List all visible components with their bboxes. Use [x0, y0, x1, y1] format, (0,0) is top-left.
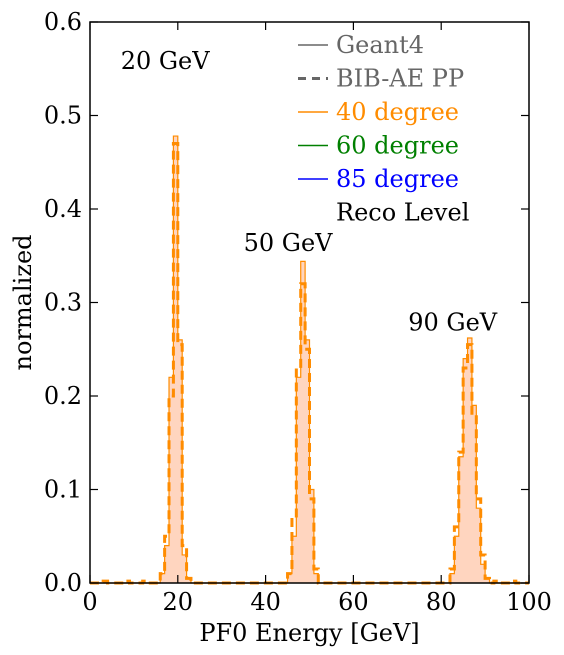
x-axis-title: PF0 Energy [GeV]	[199, 619, 419, 647]
series-line-0	[90, 135, 529, 584]
series-line-1	[90, 142, 529, 585]
x-tick-label: 100	[506, 588, 552, 616]
x-tick-label: 0	[82, 588, 97, 616]
legend: Geant4 BIB-AE PP 40 degree 60 degree 85 degr…	[298, 31, 469, 227]
x-tick-label: 20	[163, 588, 194, 616]
y-tick-label: 0.5	[44, 102, 82, 130]
legend-label: 60 degree	[336, 132, 459, 160]
legend-label: 40 degree	[336, 98, 459, 126]
x-tick-label: 60	[338, 588, 369, 616]
y-axis-title: normalized	[9, 234, 37, 370]
legend-label: Geant4	[336, 31, 424, 59]
x-tick-label: 40	[250, 588, 281, 616]
plot-area	[90, 135, 529, 585]
axis-ticks: 0 20 40 60 80 100 0.0 0.1 0.2 0.3 0.4 0.5 0.6	[44, 8, 552, 616]
y-tick-label: 0.2	[44, 382, 82, 410]
legend-label: BIB-AE PP	[336, 65, 464, 93]
peak-label: 90 GeV	[408, 309, 498, 337]
y-tick-label: 0.0	[44, 569, 82, 597]
y-tick-label: 0.1	[44, 476, 82, 504]
legend-label: 85 degree	[336, 165, 459, 193]
y-tick-label: 0.4	[44, 195, 82, 223]
peak-annotations: 20 GeV 50 GeV 90 GeV	[121, 47, 498, 337]
y-tick-label: 0.6	[44, 8, 82, 36]
y-tick-label: 0.3	[44, 289, 82, 317]
x-tick-label: 80	[426, 588, 457, 616]
peak-label: 50 GeV	[244, 229, 334, 257]
legend-label: Reco Level	[336, 199, 469, 227]
peak-label: 20 GeV	[121, 47, 211, 75]
